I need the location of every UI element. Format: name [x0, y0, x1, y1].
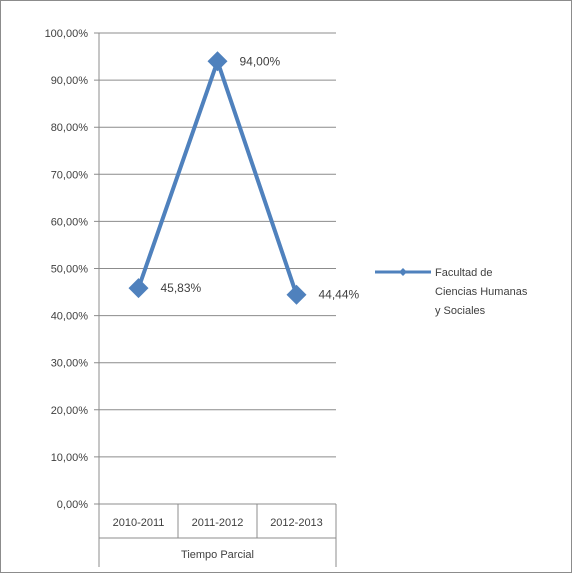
y-tick-label: 10,00%: [51, 452, 89, 464]
x-tick-label: 2012-2013: [270, 517, 323, 529]
x-group-label: Tiempo Parcial: [181, 549, 254, 561]
y-tick-label: 40,00%: [51, 311, 89, 323]
x-tick-label: 2011-2012: [192, 517, 244, 529]
y-tick-label: 20,00%: [51, 405, 89, 417]
y-tick-label: 70,00%: [51, 169, 89, 181]
legend-swatch-marker: [399, 268, 407, 276]
y-tick-label: 50,00%: [51, 264, 89, 276]
y-tick-label: 80,00%: [51, 122, 89, 134]
legend-label: y Sociales: [435, 305, 486, 317]
y-tick-label: 0,00%: [57, 499, 88, 511]
y-tick-label: 60,00%: [51, 216, 89, 228]
x-tick-label: 2010-2011: [113, 517, 165, 529]
series-line: [136, 55, 299, 296]
legend-label: Ciencias Humanas: [435, 286, 528, 298]
data-point-marker: [128, 278, 149, 299]
data-point-marker: [286, 284, 307, 305]
y-tick-label: 100,00%: [45, 28, 89, 40]
y-tick-label: 90,00%: [51, 75, 89, 87]
data-label: 44,44%: [319, 288, 360, 302]
y-tick-label: 30,00%: [51, 358, 89, 370]
data-label: 45,83%: [161, 281, 202, 295]
data-point-marker: [207, 51, 228, 72]
legend-label: Facultad de: [435, 267, 492, 279]
data-label: 94,00%: [240, 54, 281, 68]
